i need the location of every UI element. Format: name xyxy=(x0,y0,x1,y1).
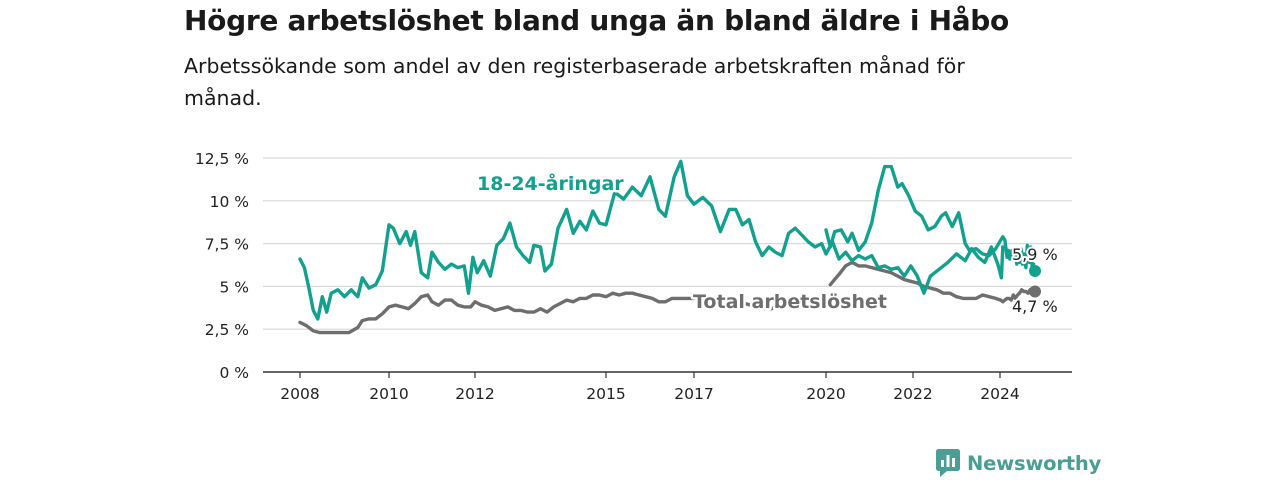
series-line-18-24 xyxy=(298,159,1005,321)
y-tick-label: 7,5 % xyxy=(205,236,249,254)
x-tick-label: 2017 xyxy=(674,385,713,403)
series-line-18-24 xyxy=(824,164,1036,270)
y-tick-label: 0 % xyxy=(219,364,249,382)
axes: 0 % 2,5 % 5 % 7,5 % 10 % 12,5 % 2008 2010 2012 20… xyxy=(195,150,1072,403)
y-tick-label: 5 % xyxy=(219,278,249,296)
chart-title: Högre arbetslöshet bland unga än bland ä… xyxy=(184,4,1009,37)
y-tick-label: 10 % xyxy=(210,193,249,211)
series-lines xyxy=(298,159,1041,335)
gridlines xyxy=(263,157,1072,330)
x-tick-label: 2008 xyxy=(280,385,319,403)
chart-subtitle: Arbetssökande som andel av den registerb… xyxy=(184,54,965,110)
end-label-18-24: 5,9 % xyxy=(1012,245,1058,264)
series-labels: 18-24-åringar Total arbetslöshet 5,9 % 4,7 … xyxy=(475,169,1060,319)
x-tick-label: 2010 xyxy=(369,385,408,403)
y-tick-label: 2,5 % xyxy=(205,321,249,339)
x-tick-label: 2012 xyxy=(455,385,494,403)
x-tick-label: 2022 xyxy=(893,385,932,403)
y-tick-label: 12,5 % xyxy=(195,150,249,168)
end-dot-18-24 xyxy=(1029,264,1041,277)
x-tick-label: 2024 xyxy=(980,385,1019,403)
newsworthy-logo[interactable]: Newsworthy xyxy=(936,448,1101,478)
series-line-total xyxy=(298,291,826,335)
series-label-total: Total arbetslöshet xyxy=(693,291,887,313)
newsworthy-chart-logo-icon xyxy=(936,449,960,477)
end-dot-total xyxy=(1029,285,1041,298)
x-tick-label: 2015 xyxy=(586,385,625,403)
x-tick-label: 2020 xyxy=(806,385,845,403)
series-label-18-24: 18-24-åringar xyxy=(477,171,624,195)
brand-name: Newsworthy xyxy=(967,451,1102,475)
end-label-total: 4,7 % xyxy=(1012,297,1058,316)
